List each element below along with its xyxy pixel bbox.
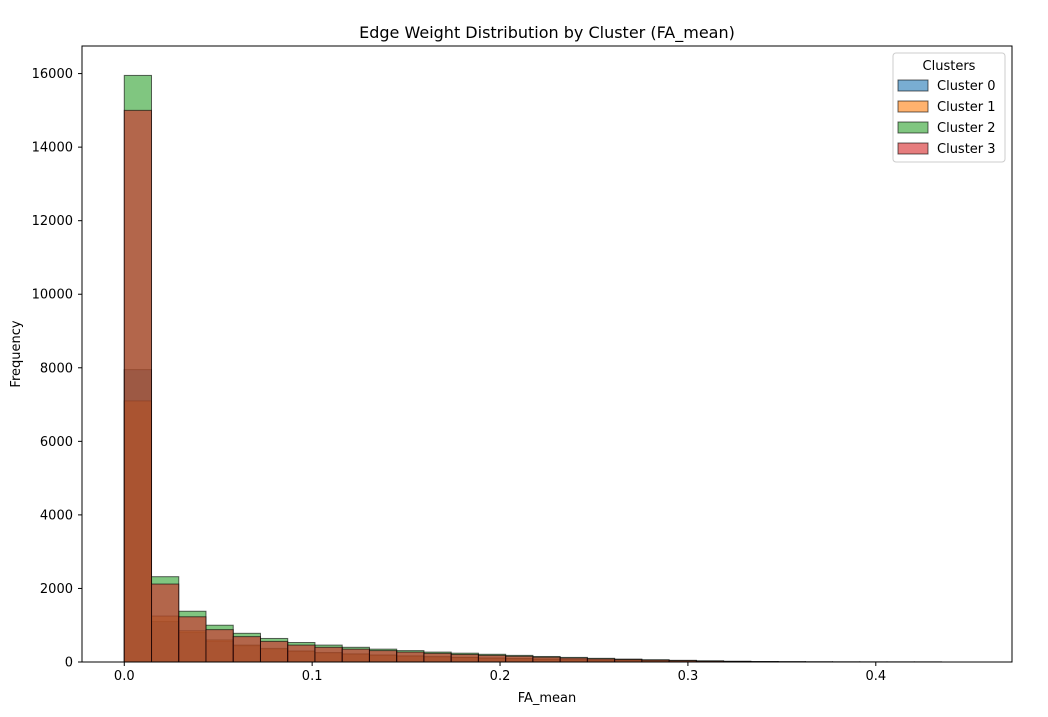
x-tick-label: 0.3: [678, 669, 699, 684]
bar: [424, 653, 451, 662]
x-tick-label: 0.0: [114, 669, 135, 684]
bar: [369, 651, 396, 662]
bar: [124, 110, 151, 662]
legend-label: Cluster 1: [937, 100, 996, 115]
bar: [451, 654, 478, 662]
bar: [478, 655, 505, 662]
bar: [533, 657, 560, 662]
bar: [506, 656, 533, 662]
y-axis-label: Frequency: [9, 320, 24, 387]
y-tick-label: 12000: [32, 214, 73, 229]
bar: [288, 645, 315, 662]
y-tick-label: 16000: [32, 67, 73, 82]
x-tick-label: 0.2: [490, 669, 511, 684]
y-tick-label: 8000: [40, 361, 73, 376]
y-tick-label: 0: [65, 656, 73, 671]
y-tick-label: 10000: [32, 288, 73, 303]
bar: [315, 647, 342, 662]
y-tick-label: 4000: [40, 508, 73, 523]
bar: [179, 617, 206, 662]
y-tick-label: 14000: [32, 141, 73, 156]
y-tick-label: 6000: [40, 435, 73, 450]
legend-swatch: [898, 80, 928, 91]
legend-label: Cluster 2: [937, 121, 996, 136]
legend-swatch: [898, 101, 928, 112]
x-axis-label: FA_mean: [518, 691, 577, 706]
x-tick-label: 0.4: [865, 669, 886, 684]
legend-label: Cluster 0: [937, 79, 996, 94]
legend-title: Clusters: [923, 59, 976, 74]
y-tick-label: 2000: [40, 582, 73, 597]
bar: [342, 649, 369, 662]
x-tick-label: 0.1: [302, 669, 323, 684]
legend-swatch: [898, 143, 928, 154]
bar: [260, 641, 287, 662]
legend-swatch: [898, 122, 928, 133]
bar: [233, 637, 260, 662]
bar: [397, 652, 424, 662]
bar: [560, 658, 587, 662]
chart-title: Edge Weight Distribution by Cluster (FA_…: [359, 23, 735, 43]
legend-label: Cluster 3: [937, 142, 996, 157]
bar: [152, 584, 179, 662]
bar: [206, 630, 233, 662]
legend: Clusters Cluster 0 Cluster 1 Cluster 2 Clus…: [893, 53, 1005, 162]
